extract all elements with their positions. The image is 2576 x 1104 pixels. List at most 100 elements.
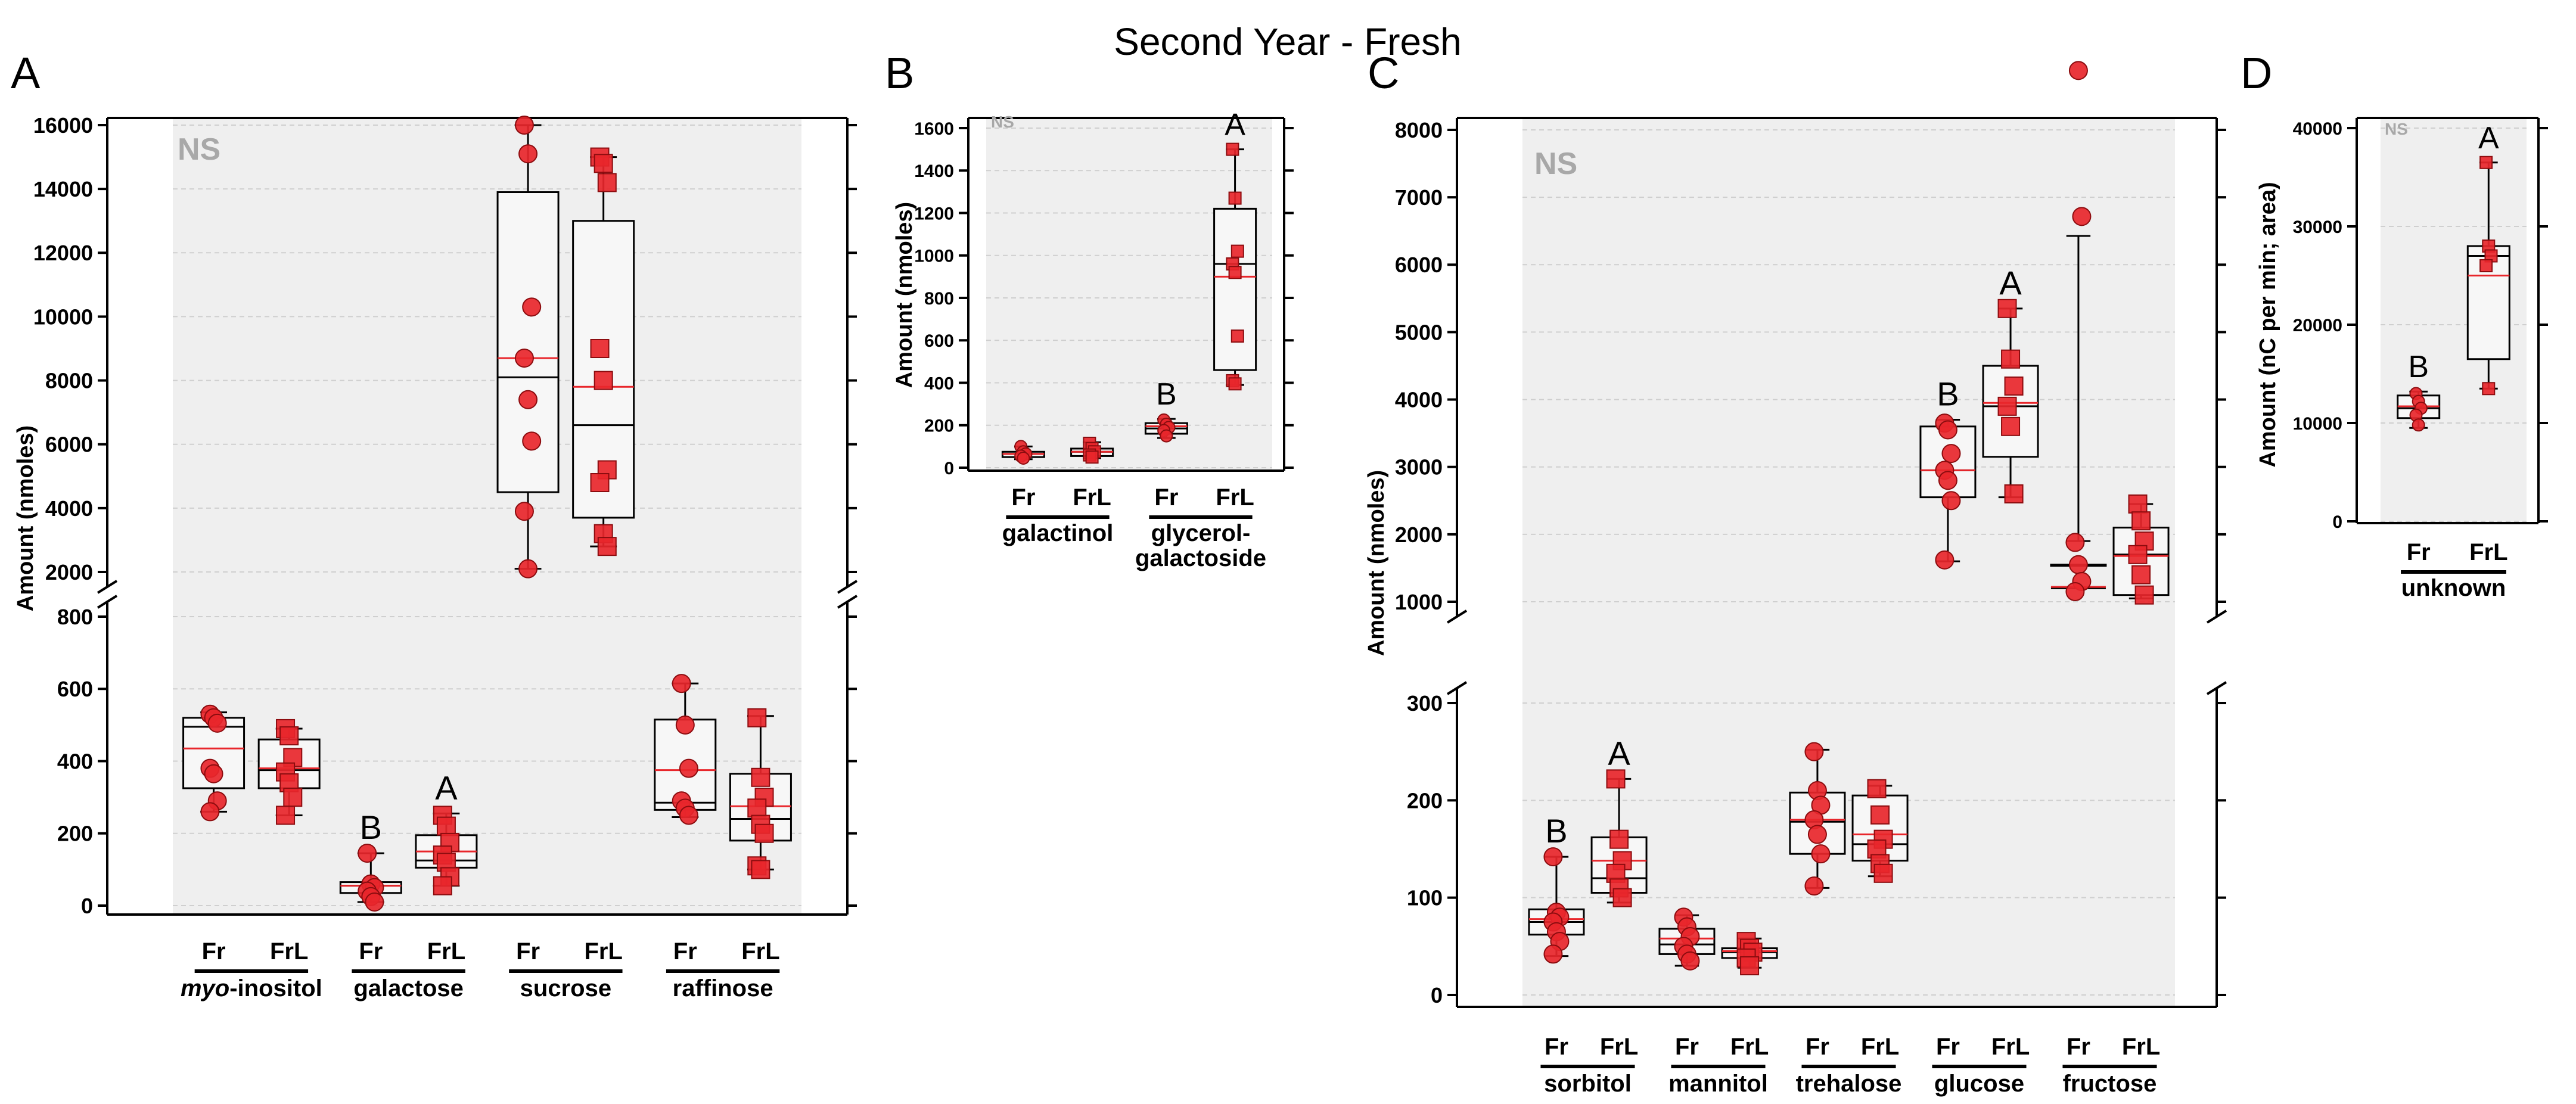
data-point [522,431,542,451]
significance-letter: B [360,808,382,846]
panel-a-box-raffinose-frl: FrL [729,708,792,965]
significance-letter: A [1608,734,1630,772]
x-tick-label: FrL [741,938,779,965]
panel-b-tick-label: 0 [944,459,954,478]
panel-a-tick-label: 8000 [45,369,93,393]
data-point [1811,844,1831,864]
x-tick-label: FrL [2122,1034,2160,1060]
panel-a-tick-label: 4000 [45,496,93,521]
panel-a-tick-label: 400 [57,749,93,773]
panel-b-box-glycerol-fr: B Fr [1144,377,1188,511]
panel-d-letter: D [2241,48,2272,98]
panel-b-tick-label: 200 [924,416,954,436]
panel-b-ylabel: Amount (nmoles) [892,202,917,388]
x-tick-label: Fr [359,938,383,965]
data-point [1228,377,1242,391]
panels-layer: A200040006000800010000120001400016000020… [11,48,2548,1097]
significance-letter: A [1999,264,2022,301]
panel-c-tick-label: 2000 [1395,523,1443,547]
panel-b-letter: B [885,48,914,98]
data-point [514,116,534,135]
panel-b-tick-label: 1200 [914,204,954,223]
panel-a-axis-break-mark [97,580,118,594]
data-point [2068,61,2088,80]
panel-c-group-label: fructose [2063,1071,2157,1097]
panel-c-tick-label: 7000 [1395,185,1443,210]
data-point [593,154,613,173]
data-point [2479,259,2493,272]
data-point [1867,779,1887,798]
data-point [2479,156,2493,169]
significance-letter: A [435,769,458,806]
x-tick-label: Fr [1936,1034,1960,1060]
x-tick-label: FrL [1216,484,1254,511]
x-tick-label: FrL [270,938,308,965]
data-point [747,708,767,727]
data-point [1935,550,1954,570]
data-point [1938,420,1957,440]
panel-b-tick-label: 600 [924,331,954,351]
data-point [1230,244,1244,258]
panel-a-tick-label: 200 [57,822,93,846]
panel-a-axis-break-mark [837,580,858,594]
data-point [754,823,774,843]
panel-a-ns-label: NS [178,132,220,167]
data-point [2001,416,2021,436]
panel-d-box-unknown-frl: A FrL [2466,121,2510,565]
data-point [593,371,613,390]
panel-b-tick-label: 1600 [914,119,954,139]
data-point [2482,382,2496,396]
data-point [1804,742,1824,761]
x-tick-label: Fr [2407,539,2431,565]
panel-c-tick-label: 3000 [1395,455,1443,480]
panel-b-group-label: galactinol [1002,520,1114,546]
panel-d-ylabel: Amount (nC per min; area) [2255,182,2280,467]
panel-a-tick-label: 600 [57,677,93,701]
data-point [207,713,227,733]
data-point [1680,951,1700,971]
data-point [1873,863,1893,883]
panel-b-group-label-line2: galactoside [1135,545,1266,571]
x-tick-label: FrL [1073,484,1111,511]
panel-c-box-fructose-frl: FrL [2112,494,2170,1060]
data-point [1543,847,1563,867]
significance-letter: B [1937,375,1959,413]
x-tick-label: Fr [673,938,697,965]
panel-a-box-inositol-fr: Fr [182,704,246,965]
panel-b-tick-label: 1000 [914,247,954,266]
panel-a-tick-label: 800 [57,605,93,629]
panel-b-box-galactinol-frl: FrL [1070,437,1114,511]
significance-letter: A [2478,121,2499,156]
panel-c-box-mannitol-frl: FrL [1721,932,1778,1060]
data-point [1807,825,1827,844]
panel-d-ns-label: NS [2385,120,2408,138]
panel-b-box-glycerol-frl: A FrL [1213,108,1257,511]
data-point [1997,298,2017,318]
data-point [2128,494,2148,514]
x-tick-label: FrL [1600,1034,1638,1060]
panel-a-box-sucrose-frl: FrL [572,147,635,965]
panel-d-tick-label: 40000 [2293,119,2342,139]
significance-letter: B [2408,350,2429,384]
panel-a-tick-label: 0 [81,894,93,918]
data-point [1870,805,1890,825]
panel-b-tick-label: 800 [924,289,954,309]
data-point [514,349,534,368]
group-label-prefix: myo [181,975,229,1002]
panel-c: C 1000 2000 3000 4000 5000 6000 7000 8000 0 100 200… [1364,48,2227,1097]
data-point [590,473,610,492]
panel-c-box-sorbitol-frl: A FrL [1590,734,1648,1060]
panel-a-axis-break-mark [837,595,858,609]
iqr-box [1213,207,1257,371]
panel-c-tick-label: 6000 [1395,253,1443,277]
data-point [751,767,770,787]
panel-a-group-label: myo-inositol [181,975,322,1002]
panel-b: B 0 200 400 600 800 1000 1200 1400 1600 Amount (nm… [885,48,1294,571]
panel-c-box-mannitol-fr: Fr [1658,907,1716,1060]
panel-c-axis-break-mark [2206,609,2227,624]
panel-a-group-label: galactose [353,975,464,1002]
data-point [1941,491,1961,511]
panel-a-tick-label: 14000 [33,177,93,201]
significance-letter: B [1156,377,1177,412]
x-tick-label: Fr [1806,1034,1829,1060]
